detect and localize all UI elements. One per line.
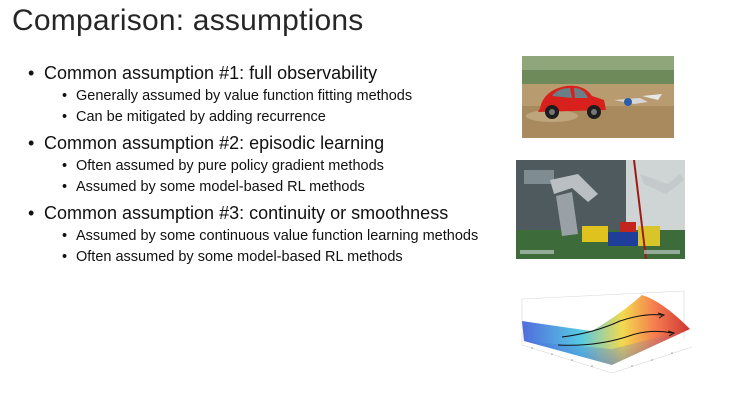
robot-image (516, 160, 685, 259)
sub-bullet: Assumed by some continuous value functio… (62, 228, 496, 245)
sub-bullet-list: Assumed by some continuous value functio… (44, 228, 496, 266)
bullet-assumption-3: Common assumption #3: continuity or smoo… (26, 202, 496, 266)
car-image (522, 56, 674, 138)
sub-bullet: Generally assumed by value function fitt… (62, 88, 496, 105)
sub-bullet-list: Often assumed by pure policy gradient me… (44, 158, 496, 196)
slide-title: Comparison: assumptions (12, 4, 364, 37)
sub-bullet: Assumed by some model-based RL methods (62, 179, 496, 196)
sub-bullet: Can be mitigated by adding recurrence (62, 109, 496, 126)
surface-plot-image (502, 287, 700, 379)
bullet-assumption-1: Common assumption #1: full observability… (26, 62, 496, 126)
bullet-list: Common assumption #1: full observability… (26, 62, 496, 266)
sub-bullet: Often assumed by some model-based RL met… (62, 249, 496, 266)
bullet-text: Common assumption #3: continuity or smoo… (44, 203, 449, 223)
sub-bullet: Often assumed by pure policy gradient me… (62, 158, 496, 175)
bullet-assumption-2: Common assumption #2: episodic learning … (26, 132, 496, 196)
bullet-text: Common assumption #1: full observability (44, 63, 378, 83)
bullet-text: Common assumption #2: episodic learning (44, 133, 385, 153)
sub-bullet-list: Generally assumed by value function fitt… (44, 88, 496, 126)
